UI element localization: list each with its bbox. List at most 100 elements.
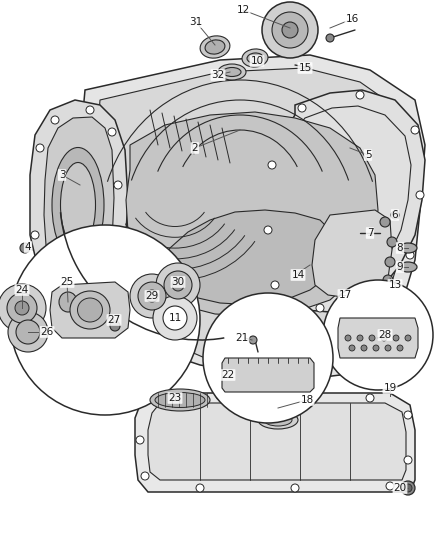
Circle shape	[369, 335, 375, 341]
Text: 28: 28	[378, 330, 392, 340]
Text: 27: 27	[107, 315, 120, 325]
Circle shape	[345, 335, 351, 341]
Circle shape	[404, 411, 412, 419]
Circle shape	[305, 65, 311, 71]
Circle shape	[316, 304, 324, 312]
Circle shape	[387, 237, 397, 247]
Circle shape	[386, 482, 394, 490]
Circle shape	[397, 345, 403, 351]
Text: 24: 24	[15, 285, 28, 295]
Circle shape	[262, 2, 318, 58]
Circle shape	[380, 217, 390, 227]
Circle shape	[110, 321, 120, 331]
Text: 25: 25	[60, 277, 74, 287]
Polygon shape	[30, 100, 128, 298]
Ellipse shape	[264, 414, 292, 426]
Circle shape	[141, 472, 149, 480]
Circle shape	[356, 91, 364, 99]
Circle shape	[130, 274, 174, 318]
Circle shape	[373, 345, 379, 351]
Circle shape	[203, 293, 333, 423]
Circle shape	[10, 225, 200, 415]
Circle shape	[393, 335, 399, 341]
Circle shape	[326, 34, 334, 42]
Circle shape	[282, 22, 298, 38]
Circle shape	[264, 226, 272, 234]
Text: 19: 19	[383, 383, 397, 393]
Circle shape	[15, 301, 29, 315]
Circle shape	[385, 257, 395, 267]
Circle shape	[108, 128, 116, 136]
Text: 9: 9	[397, 262, 403, 272]
Circle shape	[216, 392, 224, 400]
Ellipse shape	[242, 49, 268, 67]
Circle shape	[391, 211, 399, 219]
Circle shape	[40, 266, 48, 274]
Polygon shape	[126, 112, 378, 316]
Circle shape	[366, 394, 374, 402]
Text: 4: 4	[25, 242, 31, 252]
Polygon shape	[148, 403, 406, 480]
Circle shape	[111, 241, 119, 249]
Polygon shape	[312, 210, 392, 298]
Ellipse shape	[70, 291, 110, 329]
Text: 31: 31	[189, 17, 203, 27]
Text: 3: 3	[59, 170, 65, 180]
Polygon shape	[265, 90, 425, 312]
Text: 29: 29	[145, 291, 159, 301]
Ellipse shape	[78, 298, 102, 322]
Text: 16: 16	[346, 14, 359, 24]
Circle shape	[36, 144, 44, 152]
Text: 22: 22	[221, 370, 235, 380]
Circle shape	[153, 296, 197, 340]
Circle shape	[404, 456, 412, 464]
Circle shape	[385, 345, 391, 351]
Ellipse shape	[59, 292, 77, 312]
Circle shape	[172, 279, 184, 291]
Text: 7: 7	[367, 228, 373, 238]
Circle shape	[349, 345, 355, 351]
Circle shape	[0, 284, 46, 332]
Circle shape	[268, 161, 276, 169]
Circle shape	[7, 293, 37, 323]
Text: 18: 18	[300, 395, 314, 405]
Circle shape	[51, 116, 59, 124]
Text: 30: 30	[171, 277, 184, 287]
Text: 26: 26	[40, 327, 53, 337]
Circle shape	[371, 294, 379, 302]
Circle shape	[163, 306, 187, 330]
Ellipse shape	[218, 64, 246, 80]
Circle shape	[411, 126, 419, 134]
Circle shape	[96, 274, 104, 282]
Text: 2: 2	[192, 143, 198, 153]
Circle shape	[20, 243, 30, 253]
Circle shape	[164, 271, 192, 299]
Circle shape	[405, 335, 411, 341]
Text: 14: 14	[291, 270, 304, 280]
Circle shape	[383, 275, 393, 285]
Polygon shape	[50, 282, 130, 338]
Circle shape	[146, 290, 158, 302]
Polygon shape	[338, 318, 418, 358]
Ellipse shape	[258, 411, 298, 429]
Circle shape	[114, 181, 122, 189]
Circle shape	[196, 484, 204, 492]
Text: 17: 17	[339, 290, 352, 300]
Ellipse shape	[52, 148, 104, 262]
Text: 5: 5	[365, 150, 371, 160]
Text: 20: 20	[393, 483, 406, 493]
Circle shape	[406, 251, 414, 259]
Circle shape	[381, 335, 387, 341]
Circle shape	[357, 335, 363, 341]
Ellipse shape	[54, 287, 82, 317]
Circle shape	[401, 481, 415, 495]
Ellipse shape	[200, 36, 230, 58]
Circle shape	[271, 281, 279, 289]
Text: 32: 32	[212, 70, 225, 80]
Circle shape	[272, 12, 308, 48]
Text: 13: 13	[389, 280, 402, 290]
Circle shape	[156, 263, 200, 307]
Ellipse shape	[155, 392, 205, 408]
Text: 6: 6	[392, 210, 398, 220]
Text: 10: 10	[251, 56, 264, 66]
